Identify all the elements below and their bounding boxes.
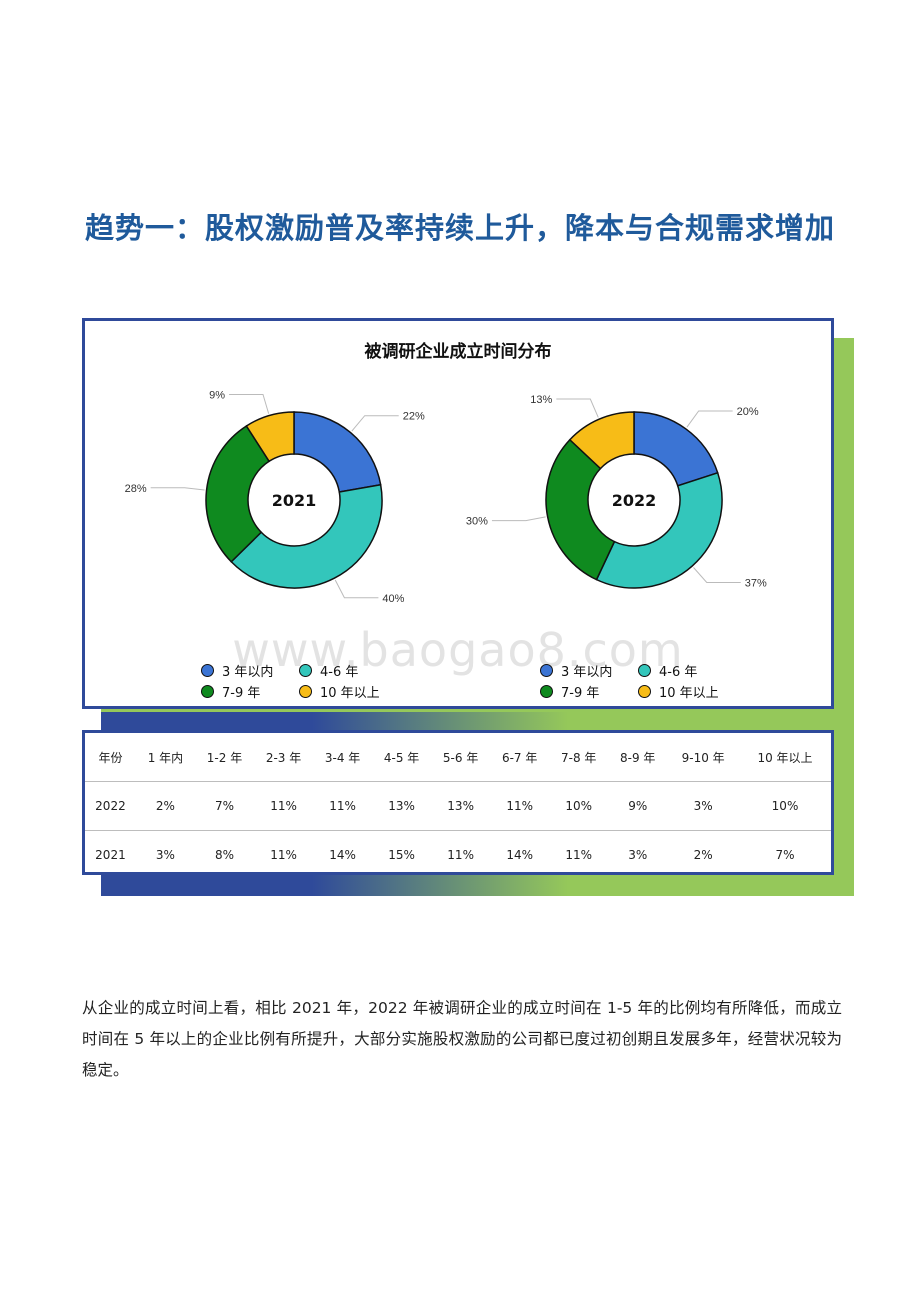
- table-header-cell: 4-5 年: [383, 750, 420, 765]
- legend-item: 7-9 年: [540, 682, 599, 701]
- legend-swatch: [638, 685, 651, 698]
- legend-swatch: [299, 664, 312, 677]
- table-row: 2022 2% 7% 11% 11% 13% 13% 11% 10% 9% 3% 10%: [85, 781, 831, 831]
- legend-label: 7-9 年: [561, 686, 600, 701]
- decorative-gradient-band: [101, 874, 854, 896]
- legend-item: 3 年以内: [201, 661, 273, 680]
- slice-value-label: 40%: [382, 593, 404, 605]
- table-header-cell: 10 年以上: [757, 750, 813, 765]
- table-cell: 11%: [254, 781, 314, 831]
- legend-label: 10 年以上: [659, 686, 719, 701]
- slice-value-label: 22%: [403, 411, 425, 423]
- leader-line: [491, 516, 546, 522]
- leader-line: [150, 487, 205, 491]
- slice-value-label: 13%: [530, 394, 552, 406]
- donut-slice-2022-2: [545, 438, 616, 581]
- legend-item: 3 年以内: [540, 661, 612, 680]
- table-cell: 11%: [549, 830, 609, 879]
- legend-item: 10 年以上: [638, 682, 719, 701]
- page-title: 趋势一：股权激励普及率持续上升，降本与合规需求增加: [84, 211, 835, 245]
- donut-center-label: 2022: [612, 491, 657, 510]
- leader-line: [693, 567, 741, 584]
- donut-charts: 22% 40% 28% 9% 2021 20% 37% 30% 13% 2022: [125, 389, 767, 605]
- slice-value-label: 9%: [209, 389, 225, 401]
- table-header-cell: 1 年内: [147, 750, 184, 765]
- decorative-gradient-band: [101, 712, 854, 730]
- table-header-cell: 6-7 年: [501, 750, 538, 765]
- body-paragraph: 从企业的成立时间上看，相比 2021 年，2022 年被调研企业的成立时间在 1…: [82, 999, 842, 1079]
- table-cell: 13%: [372, 781, 432, 831]
- legend-label: 7-9 年: [222, 686, 261, 701]
- table-cell: 2021: [85, 830, 136, 879]
- table-row: 2021 3% 8% 11% 14% 15% 11% 14% 11% 3% 2% 7%: [85, 830, 831, 879]
- leader-line: [556, 398, 599, 418]
- legend-label: 10 年以上: [320, 686, 380, 701]
- table-header-cell: 3-4 年: [324, 750, 361, 765]
- table-header-cell: 7-8 年: [560, 750, 597, 765]
- table-cell: 2%: [135, 781, 195, 831]
- slice-value-label: 28%: [125, 483, 147, 495]
- data-table: 年份 1 年内 1-2 年 2-3 年 3-4 年 4-5 年 5-6 年 6-7 年 7-8 …: [85, 733, 831, 879]
- leader-line: [229, 393, 270, 414]
- table-header-cell: 1-2 年: [206, 750, 243, 765]
- data-table-panel: 年份 1 年内 1-2 年 2-3 年 3-4 年 4-5 年 5-6 年 6-7 年 7-8 …: [82, 730, 834, 879]
- legend-label: 3 年以内: [222, 665, 274, 680]
- table-cell: 3%: [608, 830, 668, 879]
- donut-slice-2022-1: [595, 471, 723, 589]
- chart-title: 被调研企业成立时间分布: [364, 342, 552, 362]
- donut-slice-2021-0: [293, 411, 382, 493]
- table-cell: 8%: [195, 830, 255, 879]
- legend-label: 4-6 年: [320, 665, 359, 680]
- table-cell: 2%: [667, 830, 740, 879]
- legend-swatch: [201, 664, 214, 677]
- table-header-cell: 5-6 年: [442, 750, 479, 765]
- table-header-cell: 9-10 年: [681, 750, 725, 765]
- table-header-row: 年份 1 年内 1-2 年 2-3 年 3-4 年 4-5 年 5-6 年 6-7 年 7-8 …: [85, 733, 831, 782]
- table-cell: 14%: [313, 830, 373, 879]
- legend-swatch: [299, 685, 312, 698]
- table-cell: 13%: [431, 781, 491, 831]
- table-cell: 10%: [739, 781, 831, 831]
- table-cell: 3%: [135, 830, 195, 879]
- slice-value-label: 20%: [737, 406, 759, 418]
- table-cell: 10%: [549, 781, 609, 831]
- legend-swatch: [540, 685, 553, 698]
- table-header-cell: 8-9 年: [620, 750, 656, 765]
- table-cell: 14%: [490, 830, 550, 879]
- slice-value-label: 37%: [745, 578, 767, 590]
- donut-slice-2022-0: [633, 411, 719, 487]
- leader-line: [686, 410, 733, 428]
- legend-swatch: [638, 664, 651, 677]
- table-header-cell: 年份: [98, 750, 123, 765]
- chart-panel: 被调研企业成立时间分布 www.baogao8.com 22% 40% 28% 9% 2…: [82, 318, 834, 709]
- legend-item: 4-6 年: [299, 661, 358, 680]
- table-cell: 2022: [85, 781, 136, 831]
- leader-line: [334, 579, 379, 599]
- donut-slice-2021-1: [230, 483, 383, 589]
- donut-slice-2021-2: [205, 424, 271, 563]
- donut-slice-2022-3: [568, 411, 635, 470]
- legend-item: 4-6 年: [638, 661, 697, 680]
- table-cell: 11%: [254, 830, 314, 879]
- slice-value-label: 30%: [466, 516, 488, 528]
- donut-center-label: 2021: [272, 491, 317, 510]
- donut-slice-2021-3: [245, 411, 295, 463]
- legend-item: 10 年以上: [299, 682, 380, 701]
- table-header-cell: 2-3 年: [265, 750, 302, 765]
- legend-item: 7-9 年: [201, 682, 260, 701]
- leader-line: [351, 415, 399, 432]
- legend-swatch: [540, 664, 553, 677]
- table-cell: 9%: [608, 781, 668, 831]
- table-cell: 15%: [372, 830, 432, 879]
- table-cell: 11%: [490, 781, 550, 831]
- table-cell: 11%: [431, 830, 491, 879]
- legend-label: 4-6 年: [659, 665, 698, 680]
- table-cell: 3%: [667, 781, 740, 831]
- table-cell: 11%: [313, 781, 373, 831]
- legend-label: 3 年以内: [561, 665, 613, 680]
- table-cell: 7%: [739, 830, 831, 879]
- table-cell: 7%: [195, 781, 255, 831]
- legend-swatch: [201, 685, 214, 698]
